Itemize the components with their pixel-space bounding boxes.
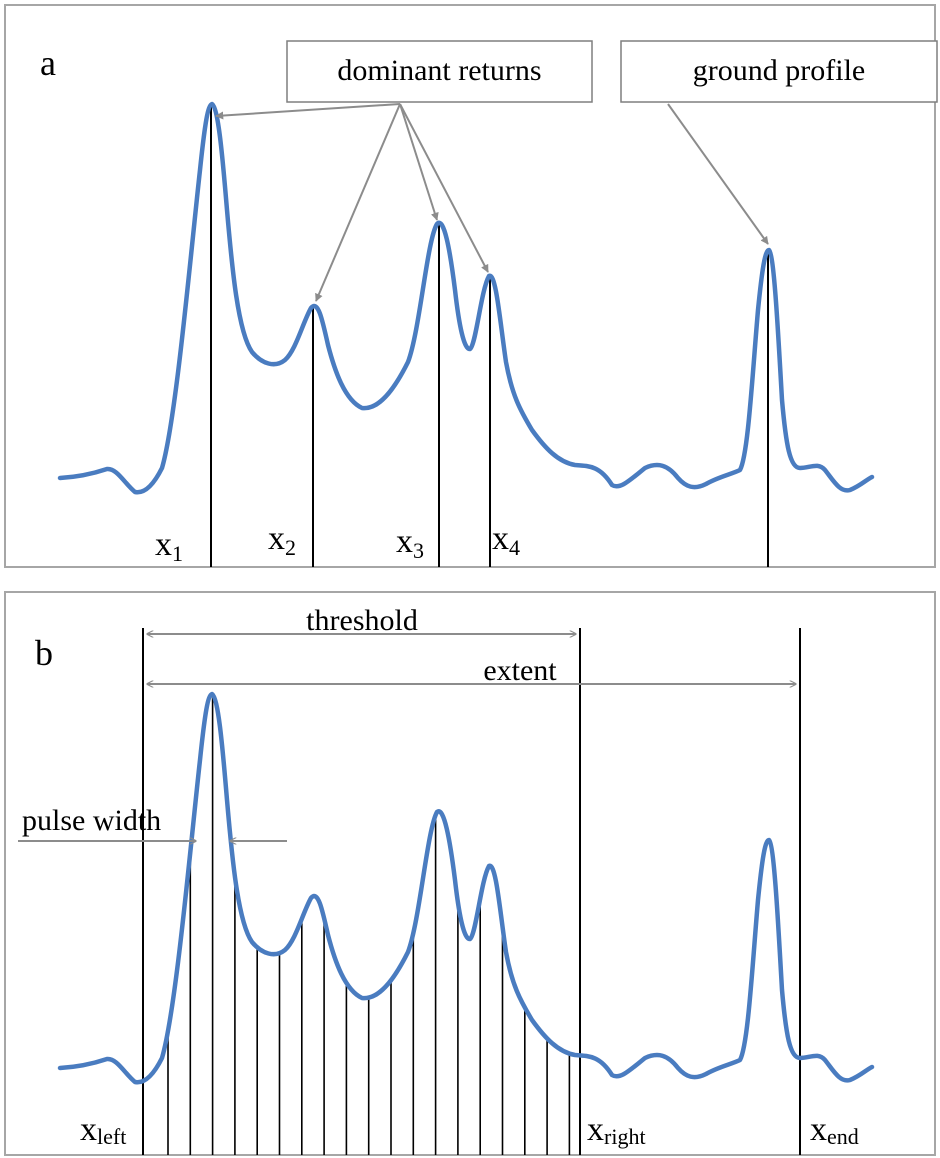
label-x1: x1 [155, 526, 183, 566]
panel-b: b threshold extent pulse width xleft xri… [4, 591, 936, 1156]
extent-label: extent [483, 654, 557, 687]
dominant-returns-callout: dominant returns [286, 40, 593, 103]
label-x3: x3 [396, 523, 424, 563]
ground-profile-text: ground profile [693, 54, 865, 87]
dominant-returns-box [286, 40, 593, 103]
ground-profile-callout: ground profile [620, 40, 938, 103]
waveform-b [57, 691, 875, 1085]
panel-b-label: b [35, 633, 53, 673]
pulse-width-label: pulse width [22, 804, 161, 837]
label-x-right: xright [587, 1111, 646, 1149]
label-x-end: xend [810, 1111, 859, 1149]
panel-a: a dominant returns ground profile x1 x2 … [4, 4, 938, 568]
panel-b-frame [4, 591, 936, 1156]
ground-profile-box [620, 40, 938, 103]
label-x4: x4 [492, 520, 520, 560]
sample-lines [167, 695, 571, 1155]
label-x-left: xleft [80, 1111, 126, 1149]
threshold-label: threshold [306, 604, 418, 637]
arrow-dominant-to-x3 [399, 103, 439, 221]
label-x2: x2 [268, 520, 296, 560]
arrow-dominant-to-x1 [215, 103, 401, 120]
arrow-dominant-to-x2 [315, 103, 401, 302]
waveform-a [57, 101, 875, 495]
panel-a-label: a [40, 43, 56, 83]
dominant-returns-text: dominant returns [337, 54, 541, 87]
arrow-ground-to-peak [667, 103, 769, 245]
arrow-dominant-to-x4 [399, 103, 489, 273]
